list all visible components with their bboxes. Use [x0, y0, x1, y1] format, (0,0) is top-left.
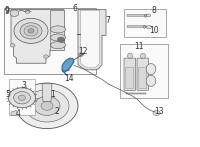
Text: 12: 12 — [78, 47, 88, 56]
Ellipse shape — [50, 42, 66, 49]
Ellipse shape — [50, 34, 66, 41]
Polygon shape — [144, 14, 147, 17]
FancyBboxPatch shape — [9, 79, 35, 115]
Text: 13: 13 — [154, 107, 164, 116]
Circle shape — [147, 25, 151, 29]
Circle shape — [25, 10, 30, 14]
Ellipse shape — [146, 75, 156, 86]
Ellipse shape — [146, 64, 156, 75]
FancyBboxPatch shape — [120, 44, 168, 98]
Text: 9: 9 — [5, 6, 9, 15]
Ellipse shape — [128, 53, 132, 59]
Polygon shape — [81, 10, 99, 68]
Text: 5: 5 — [6, 90, 10, 99]
Circle shape — [14, 18, 48, 43]
Circle shape — [24, 26, 38, 36]
Polygon shape — [11, 111, 16, 115]
Ellipse shape — [50, 26, 66, 33]
Text: 2: 2 — [55, 107, 59, 116]
Circle shape — [20, 23, 42, 39]
Circle shape — [28, 29, 34, 33]
Circle shape — [25, 90, 69, 122]
FancyBboxPatch shape — [137, 58, 149, 90]
Polygon shape — [50, 10, 64, 50]
Ellipse shape — [140, 53, 146, 59]
Text: 7: 7 — [106, 16, 110, 25]
Circle shape — [34, 96, 60, 115]
Circle shape — [147, 14, 151, 17]
Polygon shape — [78, 10, 106, 70]
Polygon shape — [42, 84, 52, 101]
FancyArrow shape — [127, 14, 148, 17]
Circle shape — [41, 101, 53, 110]
Text: 8: 8 — [152, 6, 156, 15]
Circle shape — [79, 53, 83, 56]
Circle shape — [10, 10, 19, 16]
FancyBboxPatch shape — [139, 67, 147, 88]
Circle shape — [57, 37, 65, 42]
FancyBboxPatch shape — [126, 67, 134, 88]
Circle shape — [18, 95, 26, 100]
Polygon shape — [143, 25, 146, 29]
Text: 6: 6 — [73, 4, 77, 13]
Circle shape — [44, 55, 48, 58]
FancyBboxPatch shape — [124, 58, 136, 90]
Circle shape — [16, 83, 78, 129]
Text: 14: 14 — [64, 74, 74, 83]
Text: 9: 9 — [5, 7, 9, 16]
Text: 11: 11 — [134, 42, 144, 51]
Circle shape — [10, 44, 15, 47]
FancyArrow shape — [127, 25, 147, 28]
Text: 3: 3 — [21, 81, 26, 91]
Circle shape — [14, 92, 30, 104]
Text: 4: 4 — [16, 109, 21, 118]
Polygon shape — [126, 93, 146, 94]
Text: 1: 1 — [50, 90, 55, 99]
FancyBboxPatch shape — [4, 8, 96, 74]
Polygon shape — [62, 58, 74, 72]
Circle shape — [153, 110, 160, 116]
Text: 10: 10 — [149, 26, 159, 35]
Circle shape — [8, 88, 36, 108]
FancyBboxPatch shape — [124, 9, 166, 37]
Polygon shape — [11, 10, 64, 63]
